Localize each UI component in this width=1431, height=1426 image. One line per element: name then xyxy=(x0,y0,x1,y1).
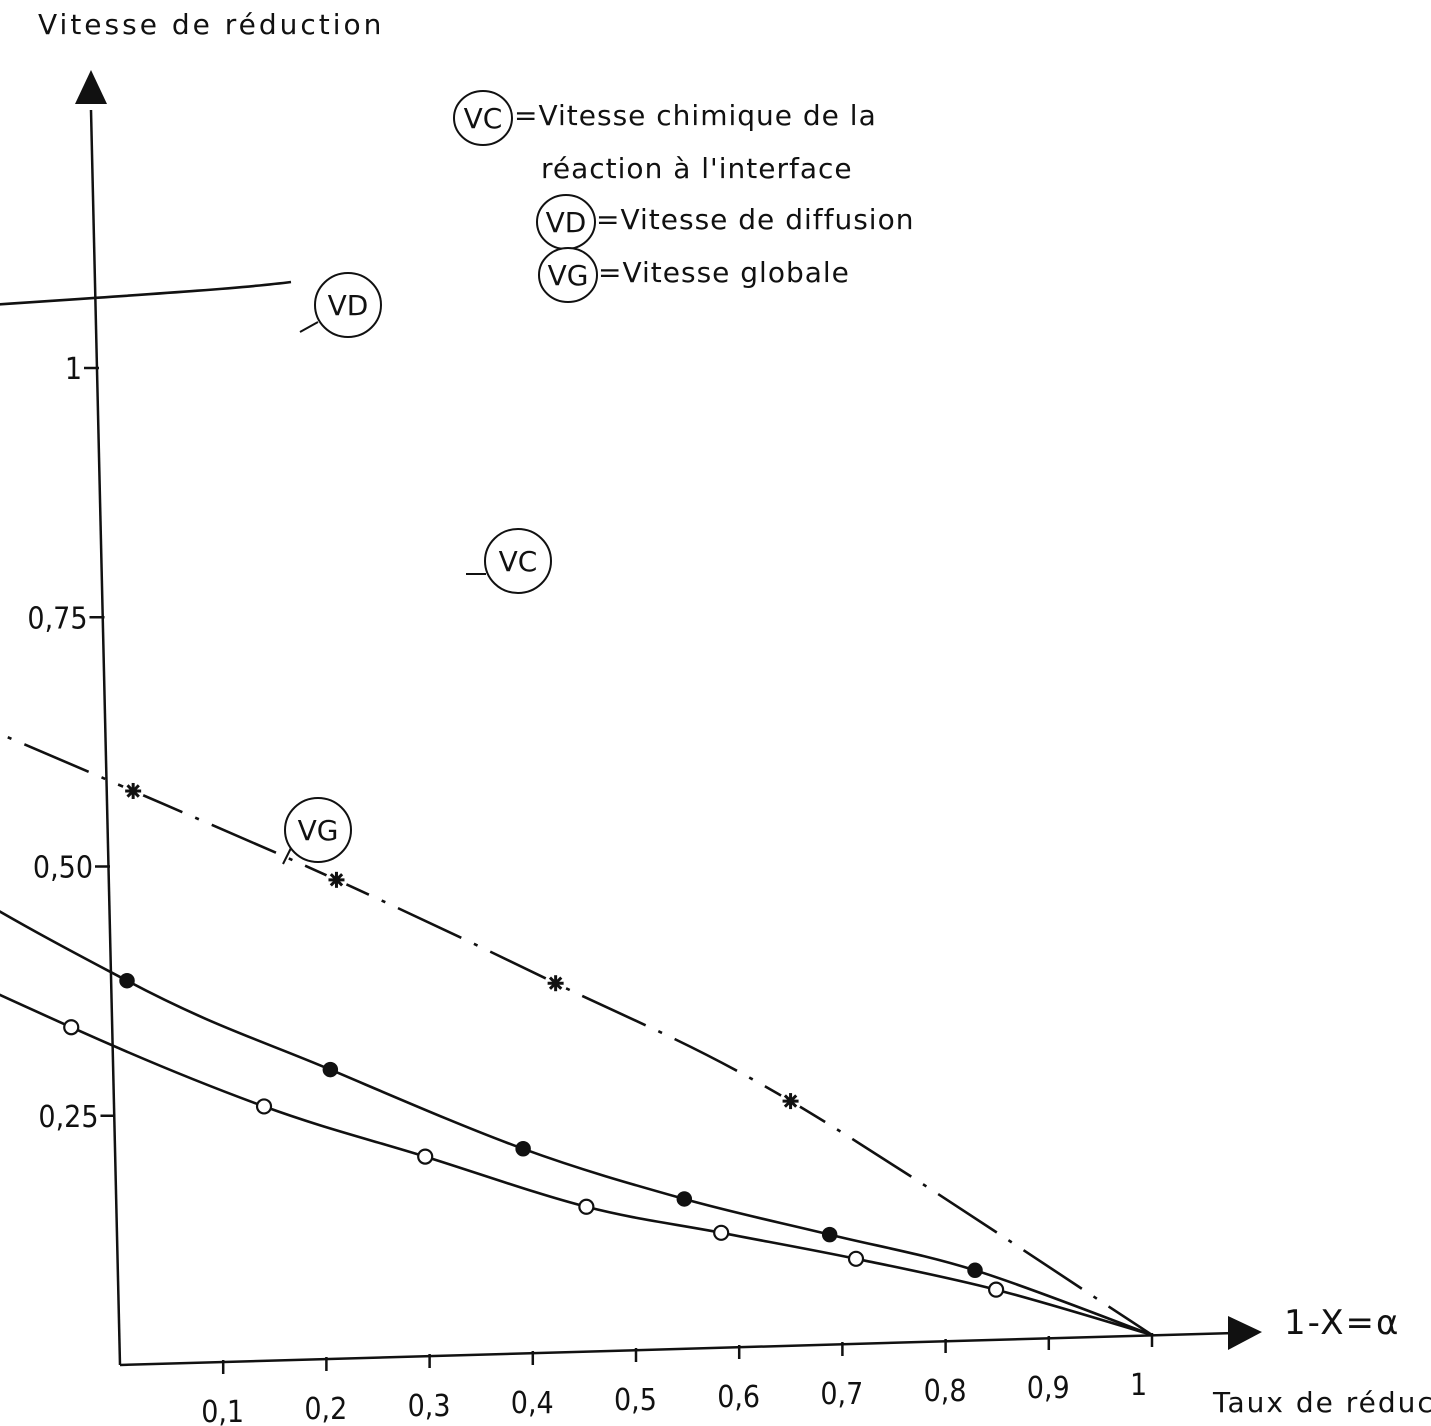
legend-entry-vc: VC =Vitesse chimique de la réaction à l'in… xyxy=(453,90,877,185)
x-tick-label: 0,7 xyxy=(820,1377,863,1412)
y-axis-arrow xyxy=(75,70,107,104)
x-axis-arrow xyxy=(1228,1316,1262,1350)
x-tick-label: 0,2 xyxy=(304,1392,347,1426)
legend: VC =Vitesse chimique de la réaction à l'in… xyxy=(453,90,914,303)
y-tick-label: 0,50 xyxy=(33,851,93,886)
curve-label-vg: VG xyxy=(282,797,352,865)
series-vg-line xyxy=(0,993,1153,1337)
series-vg-point xyxy=(847,1250,865,1267)
y-tick-label: 1 xyxy=(65,352,82,387)
curve-label-text: VG xyxy=(298,814,339,847)
legend-text: réaction à l'interface xyxy=(541,152,853,185)
x-tick-label: 0,3 xyxy=(408,1389,451,1424)
x-axis-symbol: 1-X=α xyxy=(1284,1303,1400,1343)
series-vg-point xyxy=(63,1019,80,1036)
x-tick-label: 0,8 xyxy=(924,1374,967,1409)
series-vg-point xyxy=(255,1098,273,1115)
x-tick-label: 0,9 xyxy=(1027,1371,1070,1406)
x-tick-label: 0,1 xyxy=(201,1395,244,1426)
curve-labels: VD VC VG xyxy=(282,272,552,865)
x-tick-label: 1 xyxy=(1130,1368,1147,1403)
legend-text: =Vitesse de diffusion xyxy=(596,203,914,236)
series-vc-point xyxy=(125,782,142,799)
markers xyxy=(63,779,1005,1298)
ticks: 0,1 0,2 0,3 0,4 0,5 0,6 0,7 0,8 0,9 1 0,25 0,50 0,75… xyxy=(27,352,1154,1426)
legend-badge xyxy=(453,90,513,146)
series-vg-point xyxy=(713,1224,730,1241)
y-axis-title: Vitesse de réduction xyxy=(38,8,384,41)
legend-entry-vg: VG =Vitesse globale xyxy=(538,247,850,303)
series-vc-line xyxy=(0,732,1153,1337)
series-vd-point xyxy=(515,1141,531,1157)
legend-text: =Vitesse globale xyxy=(598,256,850,289)
series-vd-point xyxy=(821,1226,838,1243)
legend-badge xyxy=(538,247,598,303)
curve-label-vd: VD xyxy=(299,272,382,338)
y-tick-label: 0,25 xyxy=(38,1100,98,1135)
series-vg-point xyxy=(987,1281,1005,1298)
curves xyxy=(0,280,1153,1337)
legend-code: VD xyxy=(546,206,587,239)
x-axis-line xyxy=(119,1331,1236,1367)
series-vc-point xyxy=(547,975,564,992)
x-tick-label: 0,5 xyxy=(614,1383,657,1418)
x-tick-label: 0,4 xyxy=(511,1386,554,1421)
x-tick-label: 0,6 xyxy=(717,1380,760,1415)
legend-code: VC xyxy=(464,102,503,135)
legend-code: VG xyxy=(548,259,589,292)
series-vd-point xyxy=(322,1061,339,1078)
y-tick-label: 0,75 xyxy=(27,601,87,636)
x-axis-title: Taux de réduc xyxy=(1212,1386,1431,1419)
legend-text: =Vitesse chimique de la xyxy=(514,99,877,132)
y-axis-line xyxy=(89,109,122,1366)
series-vc-point xyxy=(328,871,345,888)
series-vd-point xyxy=(676,1191,693,1207)
series-vg-point xyxy=(417,1148,434,1165)
curve-label-text: VD xyxy=(328,289,369,322)
series-vd-point xyxy=(119,972,135,989)
series-vd-point xyxy=(967,1262,983,1279)
legend-entry-vd: VD =Vitesse de diffusion xyxy=(536,194,914,250)
series-vg-point xyxy=(578,1198,595,1215)
curve-label-vc: VC xyxy=(466,528,552,594)
series-vc-point xyxy=(782,1093,799,1110)
curve-label-text: VC xyxy=(499,545,538,578)
